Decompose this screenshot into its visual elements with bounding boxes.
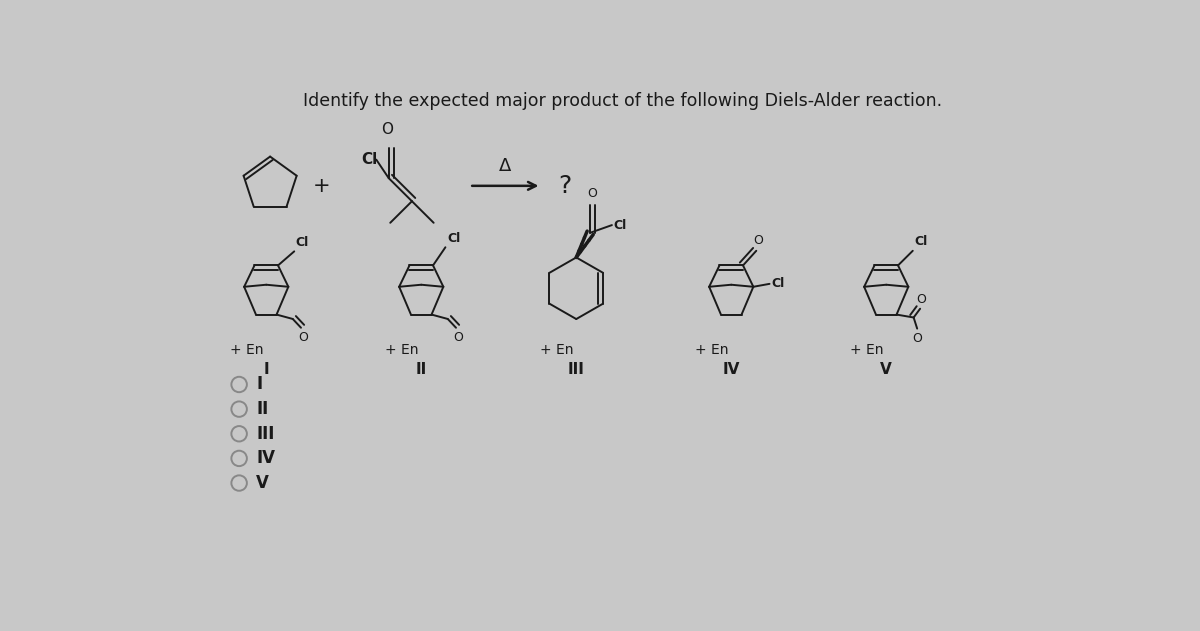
Text: O: O — [588, 187, 598, 201]
Text: O: O — [912, 333, 922, 345]
Text: Δ: Δ — [499, 157, 511, 175]
Text: O: O — [752, 234, 763, 247]
Text: V: V — [881, 362, 892, 377]
Text: O: O — [382, 122, 394, 136]
Text: + En: + En — [695, 343, 728, 357]
Text: Cl: Cl — [295, 236, 310, 249]
Text: Cl: Cl — [361, 152, 377, 167]
Text: I: I — [264, 362, 269, 377]
Text: IV: IV — [722, 362, 740, 377]
Text: II: II — [256, 400, 269, 418]
Text: V: V — [256, 474, 269, 492]
Text: +: + — [313, 176, 331, 196]
Text: III: III — [568, 362, 584, 377]
Text: ?: ? — [558, 174, 571, 198]
Text: I: I — [256, 375, 263, 394]
Text: Identify the expected major product of the following Diels-Alder reaction.: Identify the expected major product of t… — [304, 92, 942, 110]
Text: + En: + En — [385, 343, 419, 357]
Text: III: III — [256, 425, 275, 443]
Text: Cl: Cl — [446, 232, 460, 245]
Text: O: O — [299, 331, 308, 344]
Text: IV: IV — [256, 449, 275, 468]
Text: Cl: Cl — [613, 218, 626, 232]
Text: II: II — [415, 362, 427, 377]
Text: O: O — [454, 331, 463, 344]
Text: Cl: Cl — [914, 235, 928, 249]
Text: O: O — [917, 293, 926, 305]
Text: Cl: Cl — [772, 278, 785, 290]
Text: + En: + En — [850, 343, 883, 357]
Text: + En: + En — [230, 343, 264, 357]
Text: + En: + En — [540, 343, 574, 357]
